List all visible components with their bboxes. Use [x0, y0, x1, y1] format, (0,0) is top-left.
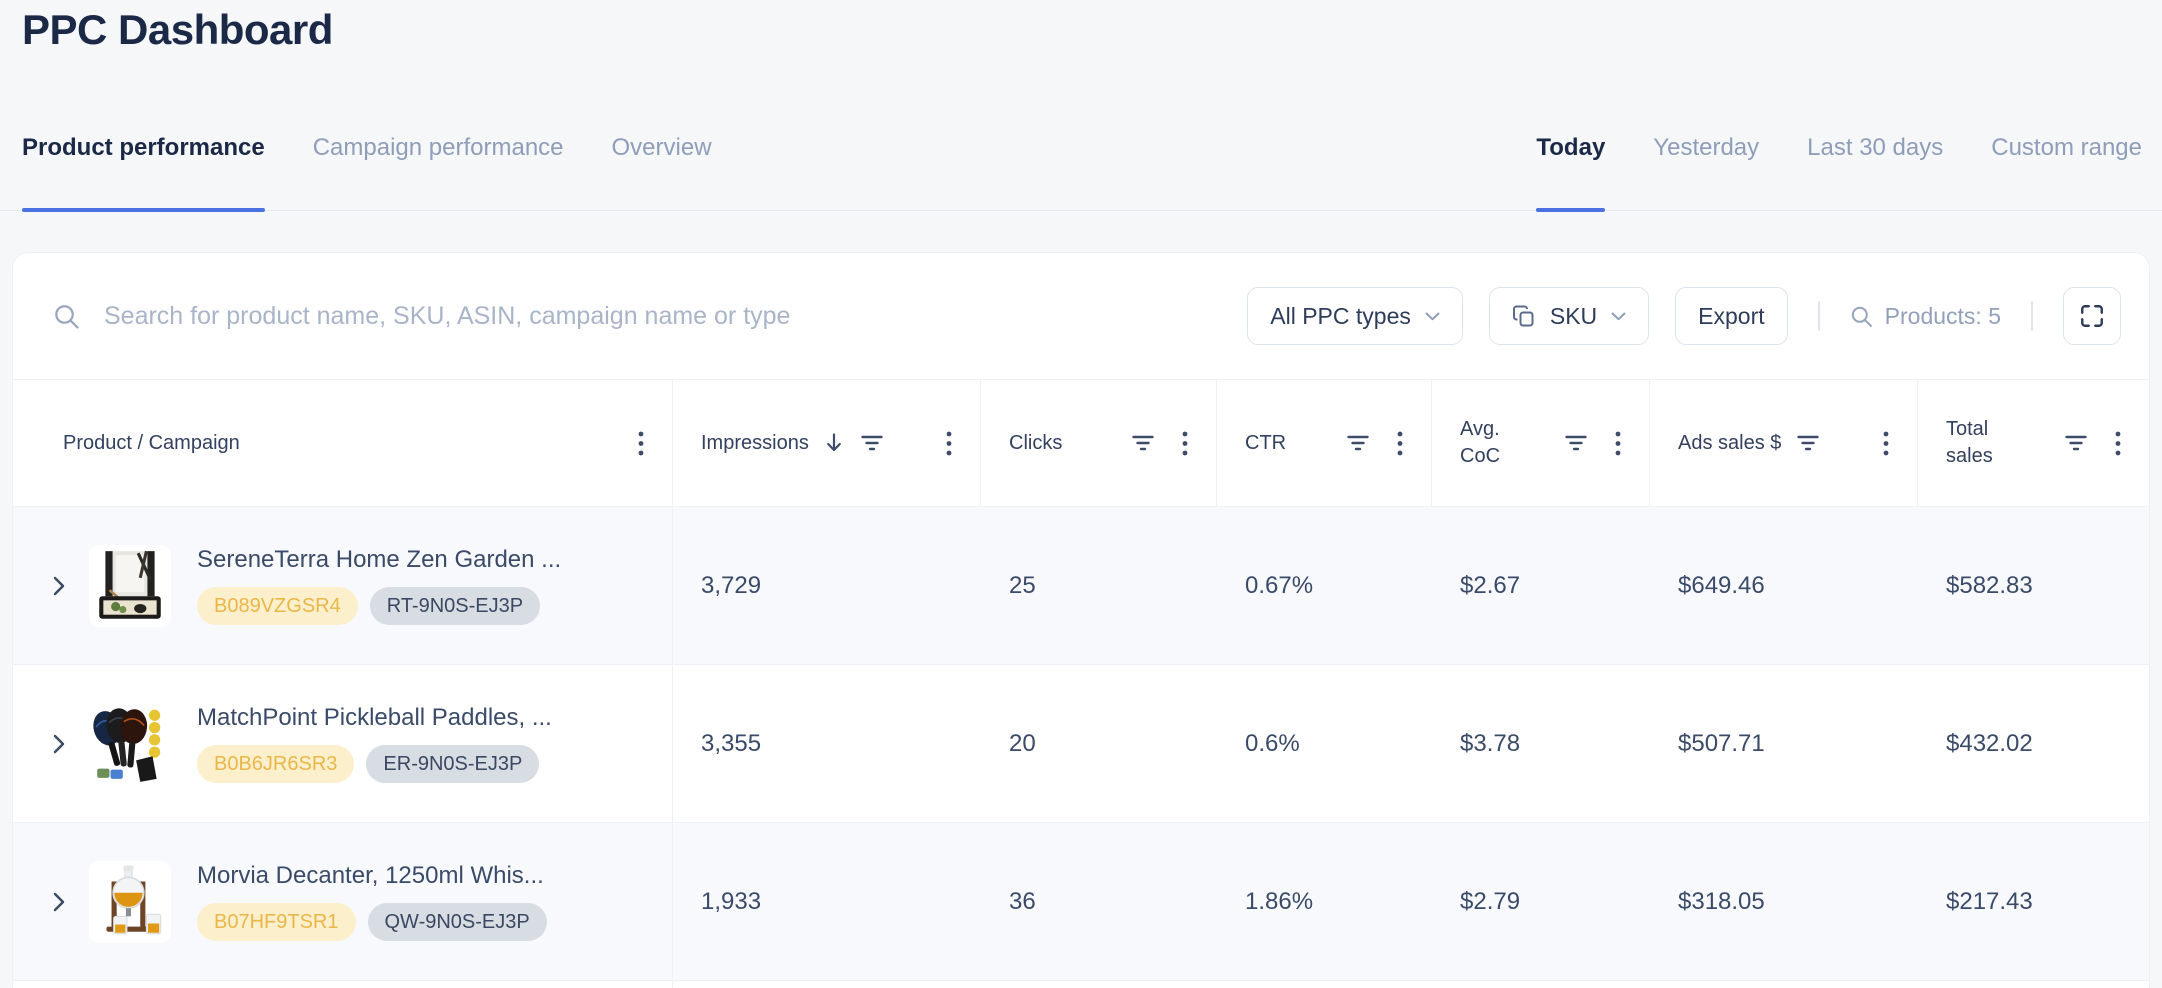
column-header-ads-sales: Ads sales $ — [1650, 380, 1918, 506]
group-by-dropdown[interactable]: SKU — [1488, 287, 1650, 345]
filter-icon[interactable] — [1565, 434, 1587, 452]
filter-icon[interactable] — [1797, 434, 1820, 452]
ads-sales-value: $649.46 — [1678, 571, 1765, 599]
avg-coc-value: $2.67 — [1460, 571, 1521, 599]
search-input[interactable] — [102, 300, 1248, 332]
column-header-avg-coc: Avg. CoC — [1432, 380, 1650, 506]
range-tab-custom-range[interactable]: Custom range — [1991, 133, 2142, 161]
copy-icon — [1512, 304, 1536, 328]
sku-badge: QW-9N0S-EJ3P — [367, 903, 547, 941]
chevron-down-icon — [1611, 312, 1626, 321]
table-row: Morvia Decanter, 1250ml Whis... B07HF9TS… — [13, 823, 2149, 981]
product-name[interactable]: Morvia Decanter, 1250ml Whis... — [197, 862, 544, 889]
search-small-icon — [1850, 305, 1873, 328]
fullscreen-button[interactable] — [2063, 287, 2121, 345]
total-sales-value: $217.43 — [1946, 887, 2033, 915]
tabs-bar: Product performance Campaign performance… — [0, 85, 2162, 212]
column-header-product-campaign: Product / Campaign — [13, 380, 673, 506]
tab-campaign-performance[interactable]: Campaign performance — [312, 133, 564, 161]
tab-overview[interactable]: Overview — [611, 133, 712, 161]
impressions-value: 1,933 — [701, 887, 762, 915]
clicks-value: 36 — [1009, 887, 1036, 915]
table-toolbar: All PPC types SKU Export — [13, 253, 2149, 379]
column-header-clicks: Clicks — [981, 380, 1217, 506]
clicks-value: 20 — [1009, 729, 1036, 757]
product-cell: Morvia Decanter, 1250ml Whis... B07HF9TS… — [13, 823, 673, 980]
kebab-menu-icon[interactable] — [1883, 430, 1889, 457]
kebab-menu-icon[interactable] — [1182, 430, 1188, 457]
filter-icon[interactable] — [861, 434, 883, 452]
kebab-menu-icon[interactable] — [638, 430, 644, 457]
toolbar-controls: All PPC types SKU Export — [1247, 287, 2121, 345]
table-header: Product / Campaign Impressions — [13, 379, 2149, 507]
ctr-value: 0.67% — [1245, 571, 1314, 599]
product-cell: MatchPoint Pickleball Paddles, ... B0B6J… — [13, 665, 673, 822]
asin-badge: B0B6JR6SR3 — [197, 745, 355, 783]
products-count: Products: 5 — [1850, 303, 2001, 330]
product-cell: SereneTerra Home Zen Garden ... B089VZGS… — [13, 507, 673, 664]
toolbar-divider — [2031, 301, 2033, 331]
avg-coc-value: $3.78 — [1460, 729, 1521, 757]
ctr-value: 0.6% — [1245, 729, 1300, 757]
range-tab-yesterday[interactable]: Yesterday — [1653, 133, 1760, 161]
kebab-menu-icon[interactable] — [1397, 430, 1403, 457]
tab-product-performance[interactable]: Product performance — [22, 85, 265, 212]
performance-card: All PPC types SKU Export — [12, 252, 2150, 988]
clicks-value: 25 — [1009, 571, 1036, 599]
asin-badge: B07HF9TSR1 — [197, 903, 356, 941]
sku-badge: ER-9N0S-EJ3P — [366, 745, 540, 783]
expand-row-chevron-icon[interactable] — [53, 576, 65, 596]
filter-icon[interactable] — [2065, 434, 2087, 452]
search-bar — [53, 300, 1248, 332]
expand-row-chevron-icon[interactable] — [53, 734, 65, 754]
column-header-ctr: CTR — [1217, 380, 1432, 506]
product-image — [89, 544, 171, 627]
date-range-tabs: Today Yesterday Last 30 days Custom rang… — [1536, 85, 2142, 212]
expand-row-chevron-icon[interactable] — [53, 892, 65, 912]
product-image — [89, 702, 171, 785]
product-image — [89, 860, 171, 943]
ads-sales-value: $318.05 — [1678, 887, 1765, 915]
sort-desc-icon[interactable] — [825, 432, 843, 454]
range-tab-today[interactable]: Today — [1536, 85, 1605, 212]
impressions-value: 3,355 — [701, 729, 762, 757]
asin-badge: B089VZGSR4 — [197, 587, 358, 625]
view-tabs: Product performance Campaign performance… — [22, 85, 712, 212]
total-sales-value: $432.02 — [1946, 729, 2033, 757]
product-name[interactable]: MatchPoint Pickleball Paddles, ... — [197, 704, 552, 731]
table-row-partial — [13, 981, 2149, 988]
kebab-menu-icon[interactable] — [2115, 430, 2121, 457]
product-name[interactable]: SereneTerra Home Zen Garden ... — [197, 546, 562, 573]
table-row: SereneTerra Home Zen Garden ... B089VZGS… — [13, 507, 2149, 665]
fullscreen-icon — [2079, 303, 2105, 329]
range-tab-last-30-days[interactable]: Last 30 days — [1807, 133, 1944, 161]
ppc-types-dropdown[interactable]: All PPC types — [1247, 287, 1463, 345]
column-header-total-sales: Total sales — [1918, 380, 2149, 506]
filter-icon[interactable] — [1132, 434, 1154, 452]
avg-coc-value: $2.79 — [1460, 887, 1521, 915]
ads-sales-value: $507.71 — [1678, 729, 1765, 757]
impressions-value: 3,729 — [701, 571, 762, 599]
kebab-menu-icon[interactable] — [1615, 430, 1621, 457]
total-sales-value: $582.83 — [1946, 571, 2033, 599]
filter-icon[interactable] — [1347, 434, 1369, 452]
toolbar-divider — [1817, 301, 1820, 331]
page-title: PPC Dashboard — [22, 6, 333, 53]
ctr-value: 1.86% — [1245, 887, 1314, 915]
kebab-menu-icon[interactable] — [946, 430, 952, 457]
column-header-impressions: Impressions — [673, 380, 981, 506]
export-button[interactable]: Export — [1675, 287, 1788, 345]
sku-badge: RT-9N0S-EJ3P — [369, 587, 541, 625]
chevron-down-icon — [1425, 312, 1440, 321]
table-row: MatchPoint Pickleball Paddles, ... B0B6J… — [13, 665, 2149, 823]
search-icon — [53, 303, 80, 330]
